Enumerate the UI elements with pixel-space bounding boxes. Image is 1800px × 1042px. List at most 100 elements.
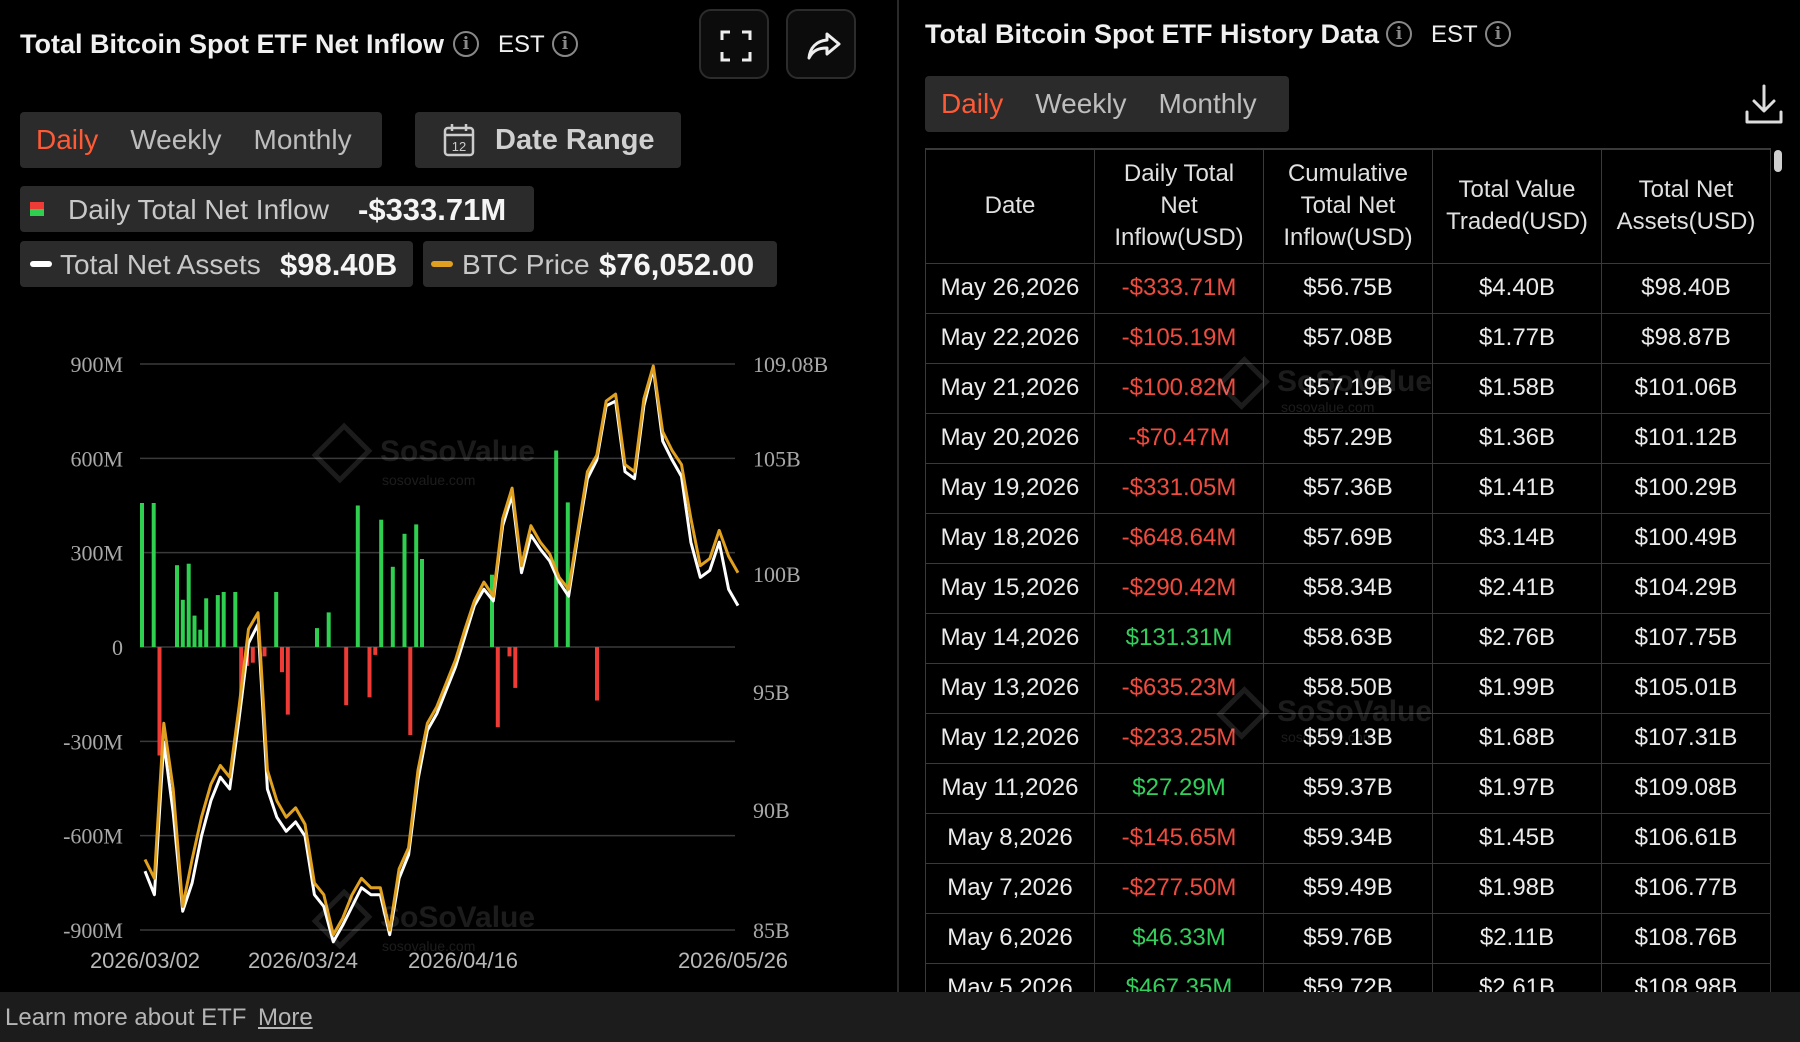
tab-weekly[interactable]: Weekly: [130, 124, 222, 155]
date-cell: May 26,2026: [925, 262, 1095, 314]
inflow-cell: -$648.64M: [1094, 512, 1264, 564]
more-link[interactable]: More: [258, 1004, 313, 1031]
tab-monthly[interactable]: Monthly: [253, 124, 352, 155]
inflow-bar: [344, 647, 349, 706]
timezone-info-icon[interactable]: i: [1485, 21, 1511, 47]
inflow-cell: -$333.71M: [1094, 262, 1264, 314]
legend-swatch-negative: [30, 202, 44, 209]
info-icon[interactable]: i: [453, 31, 479, 57]
table-row[interactable]: May 15,2026 -$290.42M $58.34B $2.41B $104.29…: [925, 562, 1771, 614]
history-table-container[interactable]: Date Daily Total Net Inflow(USD) Cumulative T…: [925, 148, 1778, 992]
column-header: Daily Total Net Inflow(USD): [1094, 148, 1264, 264]
table-row[interactable]: May 5,2026 $467.35M $59.72B $2.61B $108.98B: [925, 962, 1771, 992]
timezone-info-icon[interactable]: i: [552, 31, 578, 57]
tab-weekly[interactable]: Weekly: [1035, 88, 1127, 119]
inflow-bar: [495, 647, 500, 728]
traded-cell: $1.36B: [1432, 412, 1602, 464]
inflow-cell: $46.33M: [1094, 912, 1264, 964]
table-row[interactable]: May 20,2026 -$70.47M $57.29B $1.36B $101.12B: [925, 412, 1771, 464]
y-right-tick-label: 85B: [753, 918, 790, 943]
download-icon[interactable]: [1739, 80, 1789, 130]
inflow-cell: -$277.50M: [1094, 862, 1264, 914]
inflow-bar: [215, 595, 220, 647]
inflow-bar: [326, 612, 331, 647]
legend-btc-price: BTC Price $76,052.00: [423, 241, 777, 287]
tab-daily[interactable]: Daily: [941, 88, 1004, 119]
table-row[interactable]: May 7,2026 -$277.50M $59.49B $1.98B $106.77B: [925, 862, 1771, 914]
inflow-bar: [390, 566, 395, 647]
legend-btc-label: BTC Price: [462, 249, 590, 280]
legend-assets-value: $98.40B: [280, 247, 398, 282]
inflow-bar: [175, 565, 179, 647]
traded-cell: $1.98B: [1432, 862, 1602, 914]
table-row[interactable]: May 6,2026 $46.33M $59.76B $2.11B $108.76B: [925, 912, 1771, 964]
inflow-bar: [373, 647, 378, 655]
net-inflow-chart[interactable]: 900M 600M 300M 0 -300M -600M -900M 109.08B 105B…: [0, 330, 897, 980]
legend-swatch-positive: [30, 209, 44, 216]
inflow-bar: [408, 647, 413, 735]
traded-cell: $1.58B: [1432, 362, 1602, 414]
inflow-bar: [285, 647, 290, 715]
assets-cell: $107.31B: [1601, 712, 1771, 764]
fullscreen-button[interactable]: [699, 9, 769, 79]
cumulative-cell: $57.69B: [1263, 512, 1433, 564]
table-header-row: Date Daily Total Net Inflow(USD) Cumulative T…: [925, 148, 1771, 264]
tab-daily[interactable]: Daily: [36, 124, 99, 155]
table-row[interactable]: May 19,2026 -$331.05M $57.36B $1.41B $100.29…: [925, 462, 1771, 514]
tab-monthly[interactable]: Monthly: [1158, 88, 1257, 119]
inflow-cell: -$233.25M: [1094, 712, 1264, 764]
date-cell: May 11,2026: [925, 762, 1095, 814]
cumulative-cell: $59.37B: [1263, 762, 1433, 814]
cumulative-cell: $59.49B: [1263, 862, 1433, 914]
legend-total-net-assets: Total Net Assets $98.40B: [20, 241, 413, 287]
inflow-bar: [274, 592, 279, 647]
table-row[interactable]: May 26,2026 -$333.71M $56.75B $4.40B $98.40B: [925, 262, 1771, 314]
assets-cell: $109.08B: [1601, 762, 1771, 814]
right-axis-labels: 109.08B 105B 100B 95B 90B 85B: [753, 352, 828, 943]
y-left-tick-label: 0: [112, 635, 123, 660]
date-cell: May 7,2026: [925, 862, 1095, 914]
table-row[interactable]: May 18,2026 -$648.64M $57.69B $3.14B $100.49…: [925, 512, 1771, 564]
table-row[interactable]: May 12,2026 -$233.25M $59.13B $1.68B $107.31…: [925, 712, 1771, 764]
inflow-bar: [414, 524, 419, 647]
info-icon[interactable]: i: [1386, 21, 1412, 47]
fullscreen-icon: [720, 30, 752, 62]
history-table: Date Daily Total Net Inflow(USD) Cumulative T…: [925, 148, 1771, 992]
table-scrollbar[interactable]: [1774, 150, 1782, 172]
column-header: Total Value Traded(USD): [1432, 148, 1602, 264]
legend-btc-value: $76,052.00: [599, 247, 755, 282]
cumulative-cell: $59.34B: [1263, 812, 1433, 864]
date-range-label: Date Range: [495, 124, 655, 156]
date-range-button[interactable]: 12 Date Range: [415, 112, 681, 168]
table-row[interactable]: May 8,2026 -$145.65M $59.34B $1.45B $106.61B: [925, 812, 1771, 864]
cumulative-cell: $58.63B: [1263, 612, 1433, 664]
date-cell: May 15,2026: [925, 562, 1095, 614]
btc-price-line: [143, 364, 740, 937]
cumulative-cell: $58.34B: [1263, 562, 1433, 614]
table-row[interactable]: May 14,2026 $131.31M $58.63B $2.76B $107.75B: [925, 612, 1771, 664]
inflow-bar: [379, 519, 384, 647]
table-row[interactable]: May 11,2026 $27.29M $59.37B $1.97B $109.08B: [925, 762, 1771, 814]
inflow-bar: [262, 647, 267, 657]
assets-cell: $108.98B: [1601, 962, 1771, 992]
table-row[interactable]: May 22,2026 -$105.19M $57.08B $1.77B $98.87B: [925, 312, 1771, 364]
inflow-bar: [507, 647, 512, 657]
assets-cell: $101.12B: [1601, 412, 1771, 464]
date-cell: May 20,2026: [925, 412, 1095, 464]
interval-tabs: Daily Weekly Monthly: [925, 76, 1289, 132]
table-row[interactable]: May 13,2026 -$635.23M $58.50B $1.99B $105.01…: [925, 662, 1771, 714]
share-button[interactable]: [786, 9, 856, 79]
traded-cell: $2.11B: [1432, 912, 1602, 964]
traded-cell: $1.45B: [1432, 812, 1602, 864]
y-right-tick-label: 95B: [753, 680, 790, 705]
net-inflow-panel: Total Bitcoin Spot ETF Net Inflow i EST …: [0, 0, 897, 992]
panel-divider: [897, 0, 899, 992]
traded-cell: $2.61B: [1432, 962, 1602, 992]
table-row[interactable]: May 21,2026 -$100.82M $57.19B $1.58B $101.06…: [925, 362, 1771, 414]
cumulative-cell: $57.08B: [1263, 312, 1433, 364]
history-data-panel: Total Bitcoin Spot ETF History Data i ES…: [903, 0, 1800, 992]
column-header: Total Net Assets(USD): [1601, 148, 1771, 264]
date-cell: May 13,2026: [925, 662, 1095, 714]
cumulative-cell: $59.72B: [1263, 962, 1433, 992]
inflow-bar: [221, 592, 226, 647]
